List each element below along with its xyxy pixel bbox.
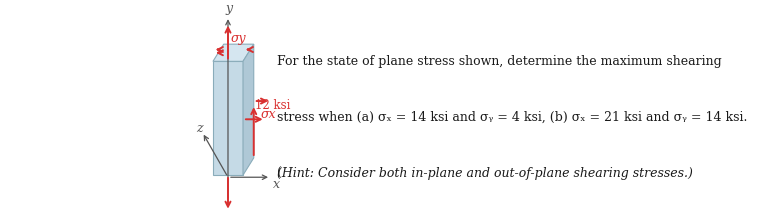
Text: σy: σy bbox=[231, 32, 246, 45]
Text: stress when (⁠a⁠) σₓ = 14 ksi and σᵧ = 4 ksi, (⁠b⁠) σₓ = 21 ksi and σᵧ = 14 ksi.: stress when (⁠a⁠) σₓ = 14 ksi and σᵧ = 4… bbox=[277, 111, 748, 124]
Text: (​Hint: Consider both in-plane and out-of-plane shearing stresses.): (​Hint: Consider both in-plane and out-o… bbox=[277, 167, 693, 180]
Text: 12 ksi: 12 ksi bbox=[255, 99, 290, 112]
Text: For the state of plane stress shown, determine the maximum shearing: For the state of plane stress shown, det… bbox=[277, 55, 722, 68]
Text: σx: σx bbox=[260, 109, 276, 122]
Text: (⁠: (⁠ bbox=[277, 167, 283, 180]
Text: y: y bbox=[226, 2, 233, 15]
Text: z: z bbox=[196, 122, 203, 135]
Polygon shape bbox=[243, 44, 254, 175]
Polygon shape bbox=[213, 44, 254, 61]
Text: x: x bbox=[273, 178, 280, 191]
Polygon shape bbox=[213, 61, 243, 175]
